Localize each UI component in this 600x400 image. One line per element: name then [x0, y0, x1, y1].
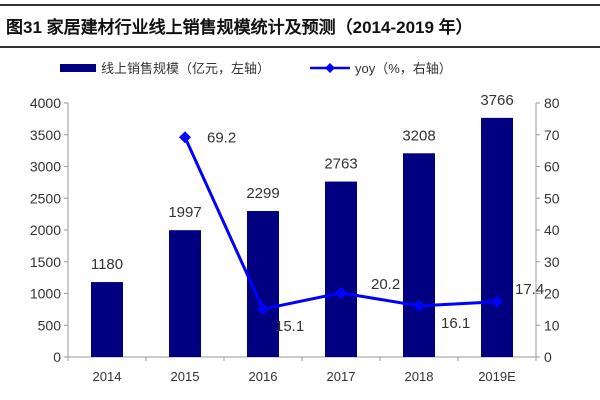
bar-data-label: 2763: [324, 156, 357, 173]
right-tick-label: 20: [544, 286, 560, 302]
left-tick-label: 2000: [30, 222, 61, 238]
yoy-data-label: 69.2: [207, 129, 236, 146]
left-tick-label: 1000: [30, 286, 61, 302]
left-tick-label: 2500: [30, 190, 61, 206]
left-tick-label: 3000: [30, 159, 61, 175]
right-tick-label: 30: [544, 254, 560, 270]
bar-2019E: [481, 117, 513, 357]
bar-data-label: 1180: [91, 256, 123, 273]
legend-bar-swatch: [60, 64, 96, 72]
right-tick-label: 50: [544, 190, 560, 206]
left-tick-label: 0: [53, 349, 61, 365]
right-tick-label: 0: [544, 349, 552, 365]
right-tick-label: 40: [544, 222, 560, 238]
x-tick-label: 2019E: [478, 369, 516, 384]
bar-2014: [91, 282, 123, 357]
x-tick-label: 2014: [93, 369, 122, 384]
yoy-marker-2017: [335, 286, 347, 299]
left-tick-label: 1500: [30, 254, 61, 270]
yoy-data-label: 17.4: [515, 281, 544, 298]
yoy-data-label: 15.1: [275, 318, 304, 335]
right-tick-label: 60: [544, 159, 560, 175]
chart-title: 图31 家居建材行业线上销售规模统计及预测（2014-2019 年）: [6, 18, 473, 37]
yoy-marker-2019E: [491, 295, 503, 308]
bar-data-label: 3766: [480, 92, 513, 109]
right-tick-label: 70: [544, 127, 560, 143]
yoy-marker-2015: [179, 131, 191, 144]
x-tick-label: 2015: [171, 369, 200, 384]
left-tick-label: 3500: [30, 127, 61, 143]
left-tick-label: 500: [38, 317, 62, 333]
yoy-data-label: 16.1: [441, 315, 470, 332]
bar-data-label: 1997: [168, 204, 201, 221]
bar-2017: [325, 181, 357, 357]
bar-data-label: 3208: [402, 127, 435, 144]
right-tick-label: 10: [544, 317, 560, 333]
yoy-data-label: 20.2: [371, 276, 400, 293]
legend-line-marker: [325, 63, 335, 73]
bar-data-label: 2299: [246, 185, 279, 202]
bar-2018: [403, 153, 435, 357]
title-top-rule: [0, 4, 600, 6]
x-tick-label: 2018: [405, 369, 434, 384]
right-tick-label: 80: [544, 95, 560, 111]
legend-bar-label: 线上销售规模（亿元，左轴）: [101, 61, 270, 76]
x-tick-label: 2017: [327, 369, 356, 384]
left-tick-label: 4000: [30, 95, 61, 111]
x-tick-label: 2016: [249, 369, 278, 384]
legend-line-label: yoy（%，右轴）: [355, 61, 452, 76]
bar-2015: [169, 230, 201, 357]
yoy-marker-2016: [257, 303, 269, 316]
title-bottom-rule: [0, 46, 600, 48]
yoy-marker-2018: [413, 299, 425, 312]
